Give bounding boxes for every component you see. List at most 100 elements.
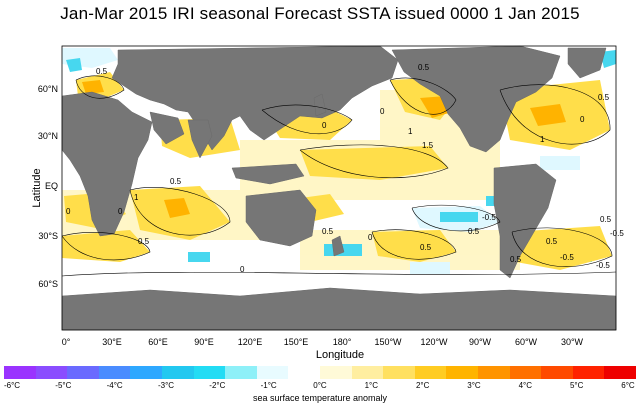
warm-region xyxy=(372,230,456,262)
lon-tick-label: 60°E xyxy=(148,337,168,347)
contour-label: -0.5 xyxy=(482,213,496,222)
colorbar-tick-label: 4°C xyxy=(518,381,533,390)
colorbar-tick-label: -6°C xyxy=(3,381,21,390)
colorbar-cell xyxy=(4,366,36,379)
lat-tick-label: 60°S xyxy=(38,279,58,289)
lon-tick-label: 120°W xyxy=(420,337,448,347)
contour-line xyxy=(299,144,449,179)
colorbar-tick-label: 6°C xyxy=(621,381,635,390)
colorbar xyxy=(4,366,636,379)
contour-label: -0.5 xyxy=(610,229,624,238)
contour-label: 0 xyxy=(322,121,327,130)
colorbar-cell xyxy=(67,366,99,379)
contour-label: 0 xyxy=(66,207,71,216)
colorbar-cell xyxy=(414,366,447,379)
colorbar-cell xyxy=(541,366,573,379)
colorbar-ticks: -6°C -5°C -4°C -3°C -2°C -1°C 0°C 1°C 2°C 3°C 4°C 5… xyxy=(0,381,640,393)
colorbar-tick-label: -3°C xyxy=(157,381,175,390)
contour-lines xyxy=(61,75,617,277)
contour-label: 0 xyxy=(580,115,585,124)
contour-line xyxy=(411,204,501,232)
contour-label: 0.5 xyxy=(546,237,558,246)
contour-label: 1 xyxy=(540,135,545,144)
lon-tick-label: 30°W xyxy=(561,337,584,347)
lat-tick-label: EQ xyxy=(45,181,58,191)
contour-label: -0.5 xyxy=(596,261,610,270)
contour-label: -0.5 xyxy=(560,253,574,262)
contour-line xyxy=(371,229,457,260)
map-panel xyxy=(61,45,617,331)
contour-label: 0.5 xyxy=(96,67,108,76)
land-africa xyxy=(61,91,153,237)
map-border xyxy=(61,45,617,331)
colorbar-tick-label: 5°C xyxy=(569,381,584,390)
colorbar-label: sea surface temperature anomaly xyxy=(252,393,388,403)
colorbar-tick-label: 2°C xyxy=(415,381,430,390)
cool-region xyxy=(410,262,450,274)
warm-region xyxy=(300,146,448,180)
colorbar-cell xyxy=(604,366,636,379)
colorbar-cell xyxy=(35,366,68,379)
longitude-ticks: 0° 30°E 60°E 90°E 120°E 150°E 180° 150°W… xyxy=(62,337,584,347)
colorbar-tick-label: -1°C xyxy=(260,381,277,390)
continents xyxy=(61,45,617,331)
colorbar-cell xyxy=(446,366,478,379)
land-new-zealand xyxy=(331,235,345,257)
contour-label: 0.5 xyxy=(420,243,432,252)
land-eurasia xyxy=(111,45,399,151)
colorbar-cell xyxy=(351,366,384,379)
contour-label: 0.5 xyxy=(322,227,334,236)
colorbar-cell xyxy=(288,366,320,379)
colorbar-tick-label: 0°C xyxy=(313,381,327,390)
contour-label: 0.5 xyxy=(418,63,430,72)
strong-warm-region xyxy=(530,104,566,126)
lon-tick-label: 120°E xyxy=(238,337,263,347)
colorbar-tick-label: -5°C xyxy=(55,381,72,390)
contour-label: 0 xyxy=(380,107,385,116)
contour-line xyxy=(61,232,151,261)
cool-region xyxy=(540,156,580,170)
colorbar-cell xyxy=(225,366,257,379)
lon-tick-label: 90°E xyxy=(194,337,214,347)
contour-labels: 0.5 0 0.5 0 1 1.5 0 0.5 1 0.5 0 0 0.5 1 … xyxy=(66,63,624,274)
land-arabia xyxy=(149,111,185,145)
strong-warm-regions xyxy=(82,80,566,218)
contour-line xyxy=(61,271,617,277)
contour-label: 0.5 xyxy=(510,255,522,264)
y-axis-title: Latitude xyxy=(31,168,43,207)
cool-region xyxy=(188,252,210,262)
lon-tick-label: 150°W xyxy=(374,337,402,347)
contour-label: 0 xyxy=(240,265,245,274)
lat-tick-label: 30°S xyxy=(38,231,58,241)
colorbar-tick-label: 1°C xyxy=(364,381,379,390)
lat-tick-label: 30°N xyxy=(38,131,58,141)
lon-tick-label: 0° xyxy=(62,337,71,347)
colorbar-cell xyxy=(383,366,415,379)
colorbar-cell xyxy=(130,366,162,379)
contour-label: 1 xyxy=(408,127,413,136)
contour-label: 0 xyxy=(368,233,373,242)
land-australia xyxy=(245,189,317,247)
land-greenland xyxy=(567,47,607,79)
colorbar-cell xyxy=(256,366,289,379)
lon-tick-label: 30°E xyxy=(102,337,122,347)
contour-label: 0.5 xyxy=(138,237,150,246)
colorbar-cell xyxy=(319,366,352,379)
colorbar-cell xyxy=(477,366,510,379)
colorbar-cell xyxy=(98,366,131,379)
colorbar-tick-label: -4°C xyxy=(106,381,123,390)
contour-label: 0.5 xyxy=(170,177,182,186)
colorbar-cell xyxy=(161,366,194,379)
colorbar-tick-label: 3°C xyxy=(467,381,481,390)
contour-label: 1.5 xyxy=(422,141,434,150)
contour-label: 0.5 xyxy=(598,93,610,102)
land-indonesia xyxy=(231,163,305,185)
colorbar-cell xyxy=(193,366,226,379)
latitude-ticks: 60°N 30°N EQ 30°S 60°S xyxy=(38,84,58,289)
lon-tick-label: 60°W xyxy=(515,337,538,347)
cool-region xyxy=(66,58,82,72)
land-antarctica xyxy=(61,287,617,331)
contour-line xyxy=(389,77,457,115)
lon-tick-label: 150°E xyxy=(284,337,309,347)
contour-line xyxy=(129,187,231,236)
